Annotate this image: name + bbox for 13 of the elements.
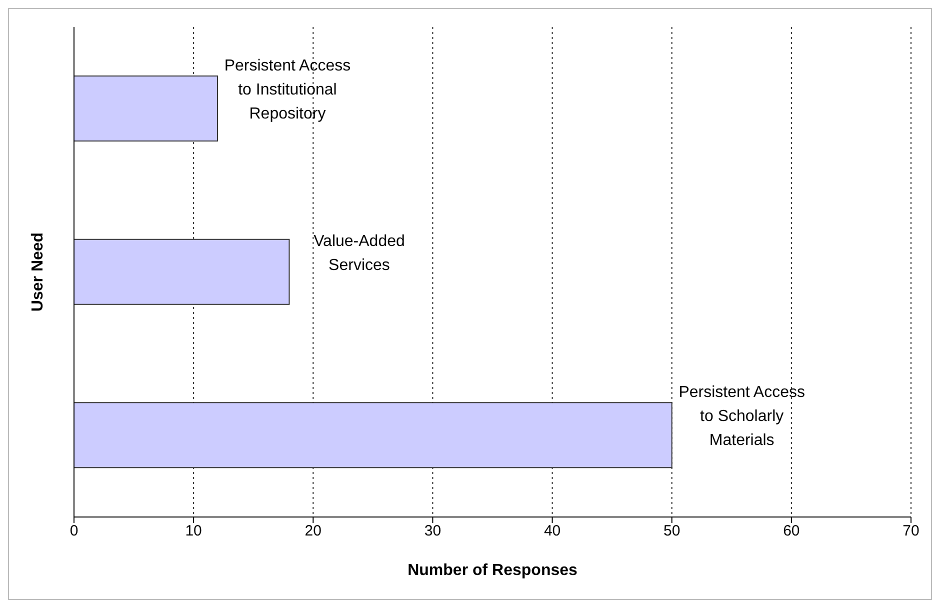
y-tick-label: Value-Added Services <box>314 232 405 274</box>
x-tick-label: 40 <box>544 522 561 540</box>
x-tick-label: 0 <box>70 522 78 540</box>
y-tick-label: Persistent Access to Scholarly Materials <box>678 384 805 450</box>
x-tick-label: 60 <box>783 522 800 540</box>
x-tick-label: 30 <box>424 522 442 540</box>
y-axis-title: User Need <box>30 232 47 312</box>
y-tick-label: Persistent Access to Institutional Repository <box>224 58 351 122</box>
x-tick-label: 10 <box>185 522 202 540</box>
x-axis-title: Number of Responses <box>408 562 578 579</box>
x-tick-label: 20 <box>304 522 322 540</box>
x-tick-label: 50 <box>664 522 680 540</box>
x-tick-label: 70 <box>902 522 920 540</box>
